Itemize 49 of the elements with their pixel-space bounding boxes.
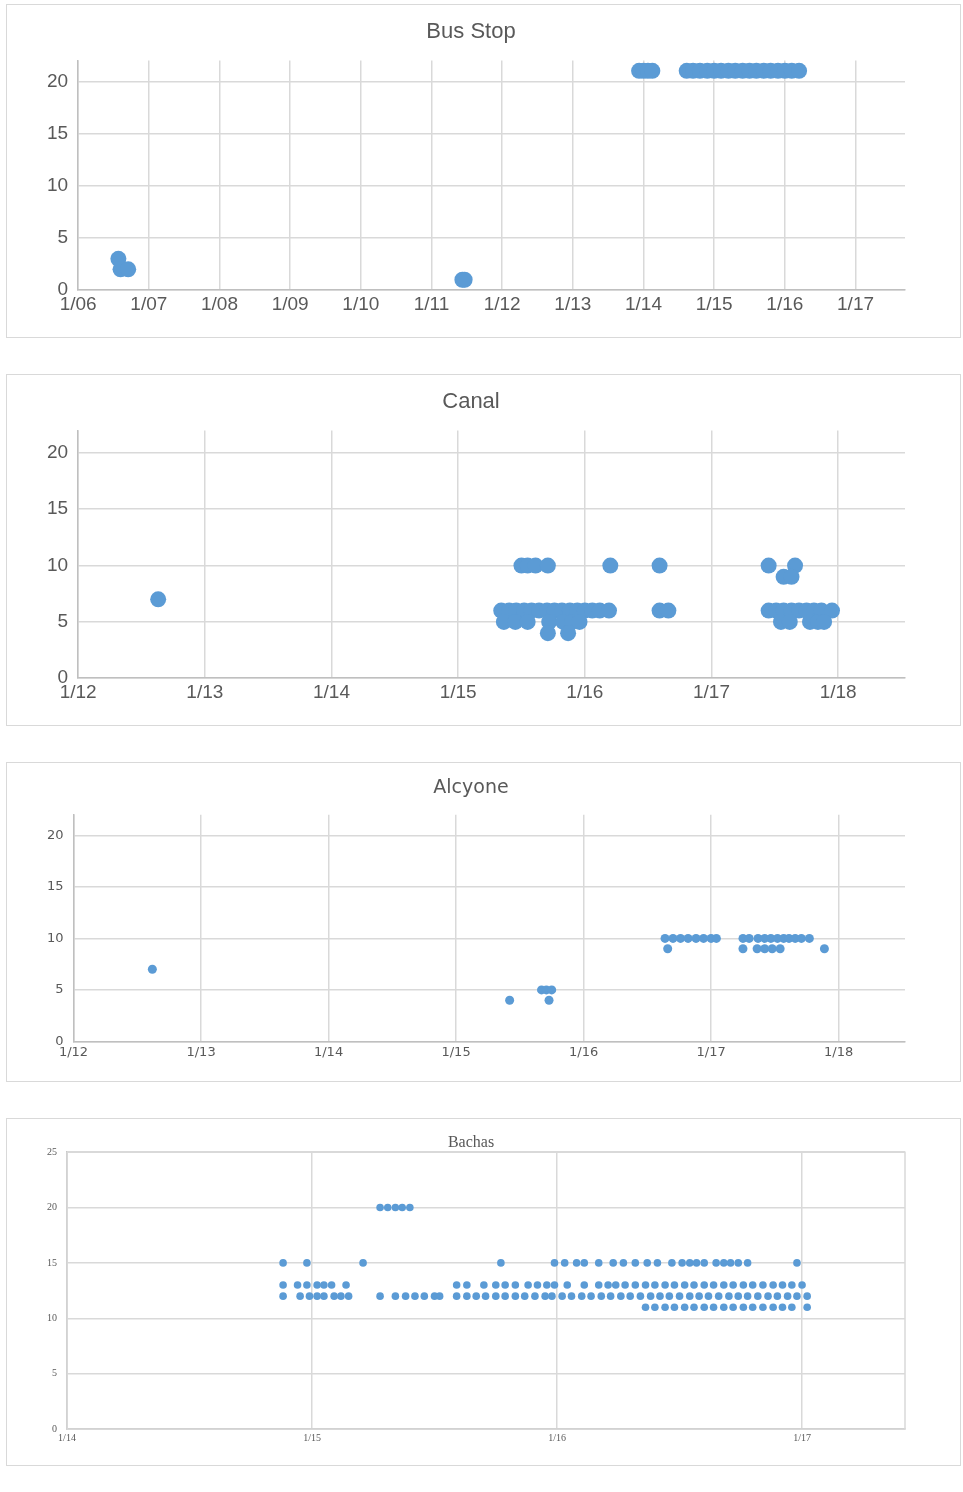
x-tick-label: 1/07 xyxy=(130,292,168,314)
x-tick-label: 1/13 xyxy=(186,1043,216,1059)
x-tick-label: 1/15 xyxy=(695,292,733,314)
x-tick-label: 1/15 xyxy=(441,1043,471,1059)
y-tick-label: 0 xyxy=(52,1422,57,1434)
y-tick-label: 5 xyxy=(57,226,69,248)
x-tick-label: 1/16 xyxy=(566,680,604,702)
x-tick-label: 1/18 xyxy=(819,680,857,702)
y-tick-label: 20 xyxy=(46,441,69,463)
x-tick-label: 1/17 xyxy=(696,1043,726,1059)
y-tick-label: 10 xyxy=(46,553,69,575)
x-tick-label: 1/08 xyxy=(200,292,238,314)
x-tick-label: 1/16 xyxy=(766,292,804,314)
x-tick-label: 1/18 xyxy=(823,1043,854,1059)
y-tick-label: 10 xyxy=(47,929,64,945)
x-tick-label: 1/17 xyxy=(793,1431,811,1443)
chart-title: Canal xyxy=(442,388,500,414)
x-tick-label: 1/17 xyxy=(692,680,730,702)
x-tick-label: 1/09 xyxy=(271,292,309,314)
x-tick-label: 1/16 xyxy=(548,1431,566,1443)
y-tick-label: 20 xyxy=(46,69,69,91)
x-tick-label: 1/17 xyxy=(837,292,875,314)
x-tick-label: 1/13 xyxy=(554,292,592,314)
y-tick-label: 5 xyxy=(57,610,69,632)
y-tick-label: 15 xyxy=(46,121,69,143)
chart-title: Bachas xyxy=(447,1132,495,1150)
y-tick-label: 10 xyxy=(46,173,69,195)
y-tick-label: 5 xyxy=(52,1367,57,1379)
chart-title: Bus Stop xyxy=(426,18,516,44)
y-tick-label: 15 xyxy=(46,497,69,519)
x-tick-label: 1/13 xyxy=(186,680,224,702)
x-tick-label: 1/12 xyxy=(483,292,521,314)
y-tick-label: 25 xyxy=(47,1145,57,1157)
x-tick-label: 1/14 xyxy=(313,1043,344,1059)
y-tick-label: 20 xyxy=(47,826,64,842)
y-tick-label: 15 xyxy=(47,878,64,894)
x-tick-label: 1/11 xyxy=(413,292,450,314)
x-tick-label: 1/14 xyxy=(625,292,663,314)
x-tick-label: 1/14 xyxy=(58,1431,76,1443)
x-tick-label: 1/15 xyxy=(439,680,477,702)
x-tick-label: 1/15 xyxy=(303,1431,321,1443)
y-tick-label: 10 xyxy=(47,1311,57,1323)
x-tick-label: 1/14 xyxy=(312,680,351,702)
x-tick-label: 1/10 xyxy=(342,292,380,314)
x-tick-label: 1/16 xyxy=(568,1043,599,1059)
y-tick-label: 20 xyxy=(47,1201,57,1213)
chart-title: Alcyone xyxy=(433,775,509,798)
y-tick-label: 5 xyxy=(55,981,64,997)
y-tick-label: 15 xyxy=(47,1256,57,1268)
